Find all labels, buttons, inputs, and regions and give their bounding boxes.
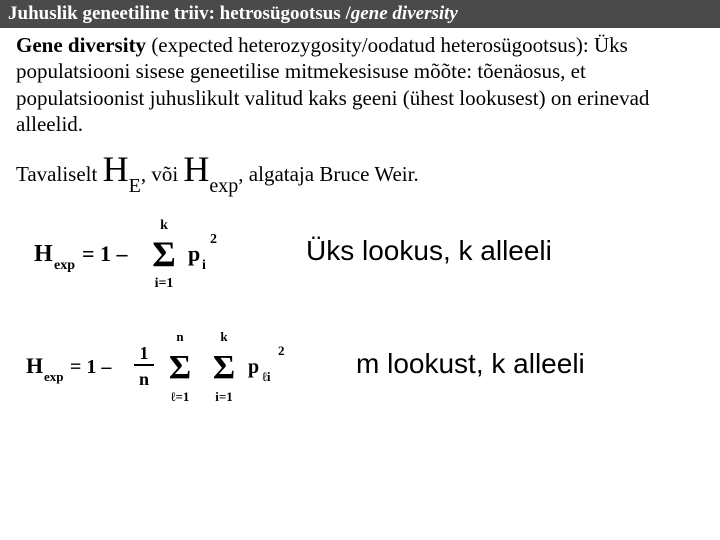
f1-i: i	[202, 258, 206, 273]
notation-pre: Tavaliselt	[16, 162, 103, 186]
f2-sum2-bot: i=1	[215, 389, 233, 404]
header-italic: gene diversity	[351, 3, 458, 24]
definition-paragraph: Gene diversity (expected heterozygosity/…	[16, 32, 704, 137]
slide-header: Juhuslik geneetiline triiv: hetrosügoots…	[0, 0, 720, 28]
notation-mid: , või	[141, 162, 184, 186]
f1-sum-top: k	[160, 218, 168, 233]
slide-content: Gene diversity (expected heterozygosity/…	[0, 28, 720, 407]
symbol-H2: H	[183, 149, 209, 189]
f2-p: p	[248, 356, 259, 378]
f2-sum1-top: n	[176, 329, 184, 344]
f2-exp: exp	[44, 369, 64, 384]
f2-sum1-bot: ℓ=1	[170, 389, 190, 404]
formula-1-caption: Üks lookus, k alleeli	[306, 235, 552, 267]
f2-frac-bot: n	[139, 369, 149, 389]
formula-1-svg: H exp = 1 – k Σ i=1 p i 2	[16, 211, 246, 291]
formula-row-2: H exp = 1 – 1 n n Σ ℓ=1 k Σ i=1 p ℓi 2	[16, 321, 704, 407]
f2-sq: 2	[278, 343, 285, 358]
f2-H: H	[26, 353, 43, 378]
f1-exp: exp	[54, 258, 75, 273]
f2-sub: ℓi	[261, 369, 271, 384]
lead-term: Gene diversity	[16, 33, 146, 57]
svg-text:Σ: Σ	[213, 349, 235, 386]
header-plain: Juhuslik geneetiline triiv: hetrosügoots…	[8, 3, 351, 24]
f1-sq: 2	[210, 232, 217, 247]
formula-2-caption: m lookust, k alleeli	[356, 348, 585, 380]
f2-eq: = 1 –	[70, 356, 112, 378]
f1-H: H	[34, 241, 53, 267]
f1-sum-bot: i=1	[155, 276, 174, 291]
notation-line: Tavaliselt HE, või Hexp, algataja Bruce …	[16, 147, 704, 193]
f2-sum2-top: k	[220, 329, 228, 344]
symbol-sub-E: E	[129, 175, 141, 197]
symbol-sub-exp: exp	[209, 175, 238, 197]
symbol-H1: H	[103, 149, 129, 189]
notation-post: , algataja Bruce Weir.	[238, 162, 418, 186]
f2-frac-top: 1	[140, 343, 149, 363]
svg-text:Σ: Σ	[152, 234, 176, 274]
svg-text:Σ: Σ	[169, 349, 191, 386]
formula-2-svg: H exp = 1 – 1 n n Σ ℓ=1 k Σ i=1 p ℓi 2	[16, 321, 306, 407]
formula-row-1: H exp = 1 – k Σ i=1 p i 2 Üks lookus, k …	[16, 211, 704, 291]
f1-eq: = 1 –	[82, 241, 129, 266]
f1-p: p	[188, 241, 200, 266]
